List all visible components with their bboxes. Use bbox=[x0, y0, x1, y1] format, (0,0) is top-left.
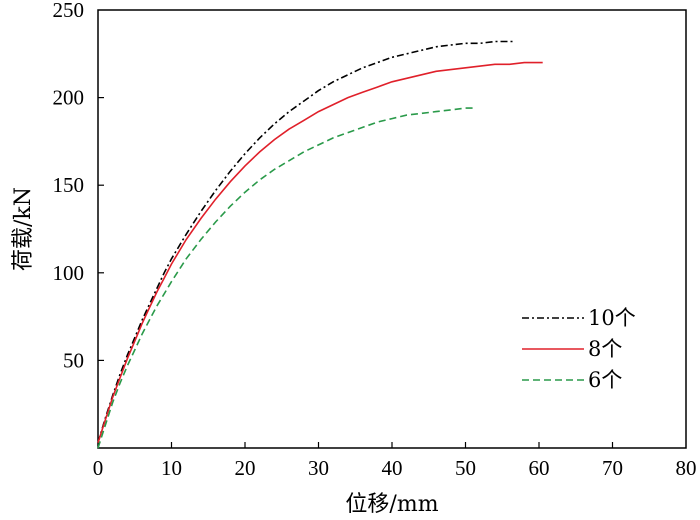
x-tick-label: 50 bbox=[455, 456, 476, 480]
y-tick-label: 150 bbox=[53, 173, 85, 197]
x-axis-ticks: 0 10 20 30 40 50 60 70 80 bbox=[93, 442, 697, 480]
legend-label: 6个 bbox=[588, 368, 622, 392]
x-tick-label: 40 bbox=[382, 456, 403, 480]
y-axis-ticks: 50 100 150 200 250 bbox=[53, 0, 104, 372]
x-tick-label: 20 bbox=[235, 456, 256, 480]
y-tick-label: 200 bbox=[53, 86, 85, 110]
x-tick-label: 30 bbox=[308, 456, 329, 480]
x-tick-label: 70 bbox=[602, 456, 623, 480]
series-line bbox=[97, 61, 543, 443]
x-tick-label: 80 bbox=[676, 456, 697, 480]
series-layer bbox=[97, 40, 543, 449]
legend-label: 8个 bbox=[588, 337, 622, 361]
y-axis-title: 荷载/kN bbox=[11, 187, 36, 271]
x-tick-label: 0 bbox=[93, 456, 104, 480]
series-line bbox=[97, 40, 514, 443]
y-tick-label: 50 bbox=[63, 348, 84, 372]
y-tick-label: 250 bbox=[53, 0, 85, 22]
x-tick-label: 60 bbox=[529, 456, 550, 480]
x-axis-title: 位移/mm bbox=[345, 492, 438, 517]
legend-label: 10个 bbox=[588, 306, 636, 330]
legend: 10个 8个 6个 bbox=[522, 306, 636, 392]
y-tick-label: 100 bbox=[53, 261, 85, 285]
x-tick-label: 10 bbox=[161, 456, 182, 480]
series-line bbox=[97, 107, 477, 449]
